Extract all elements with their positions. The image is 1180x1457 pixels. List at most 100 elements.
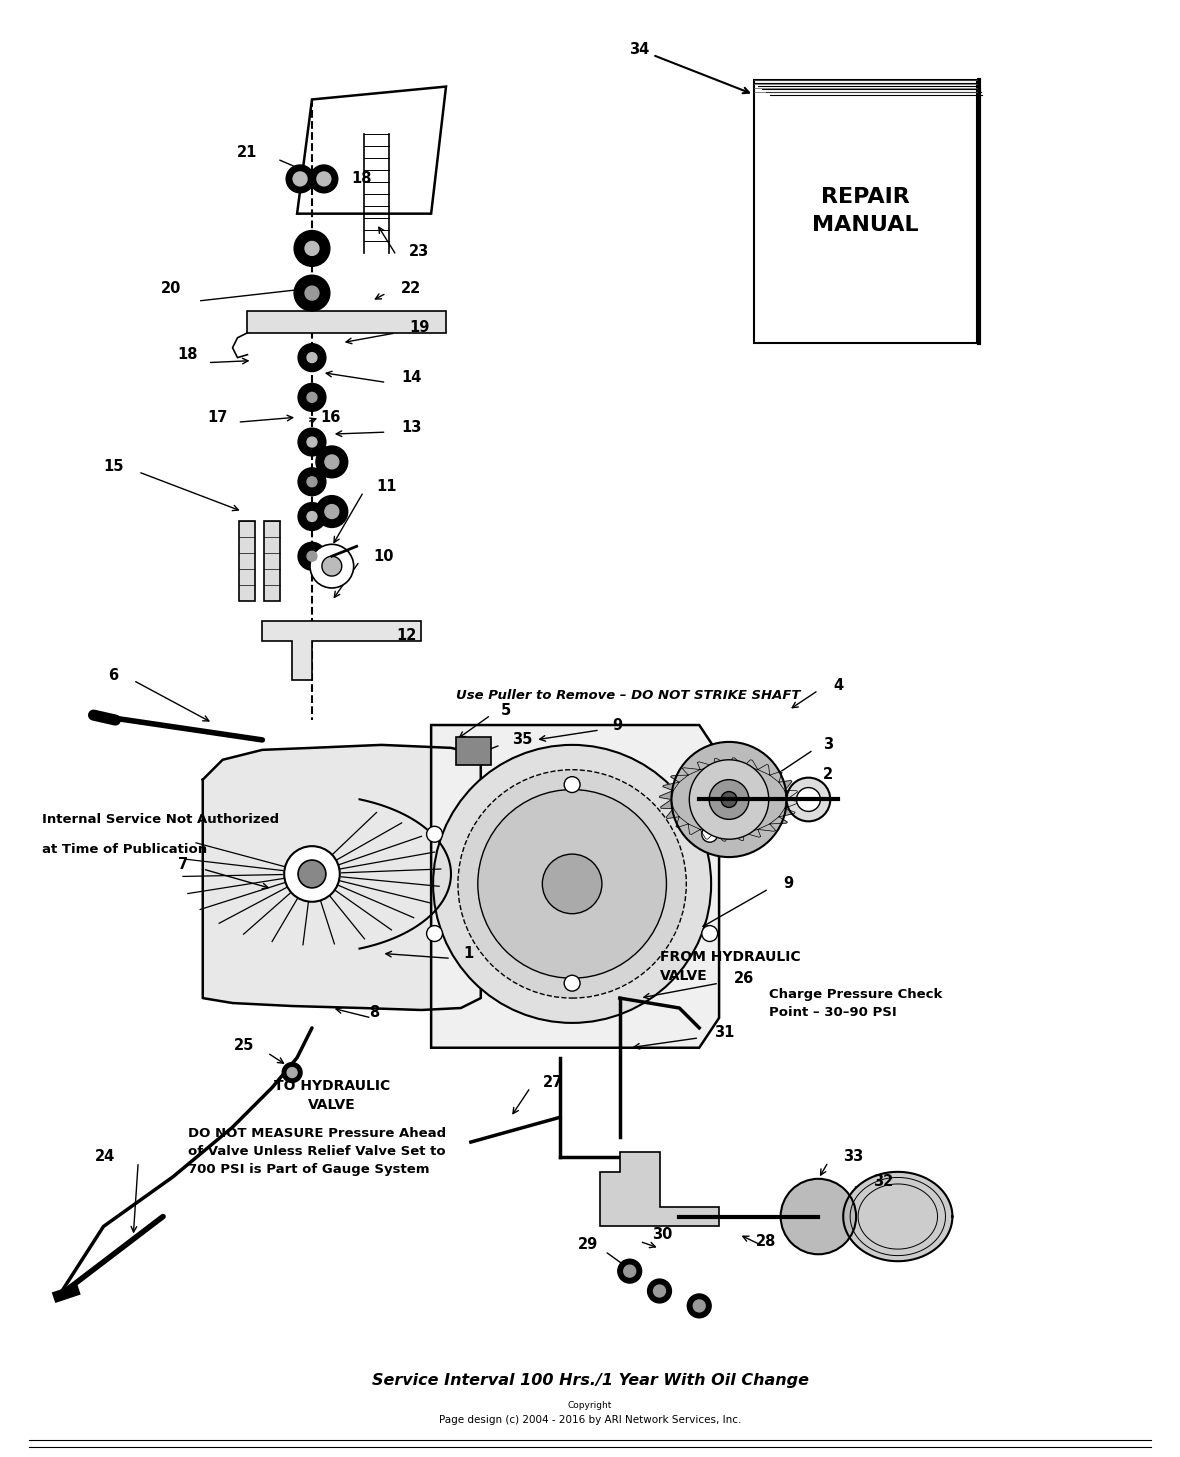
Circle shape xyxy=(299,344,326,372)
Circle shape xyxy=(307,353,317,363)
Circle shape xyxy=(427,826,442,842)
Text: 12: 12 xyxy=(396,628,417,643)
Text: 26: 26 xyxy=(734,970,754,986)
Circle shape xyxy=(694,1300,706,1311)
Polygon shape xyxy=(599,1152,719,1227)
Polygon shape xyxy=(758,823,775,832)
Text: 11: 11 xyxy=(376,479,396,494)
Circle shape xyxy=(307,511,317,522)
Circle shape xyxy=(702,826,717,842)
Polygon shape xyxy=(262,621,421,680)
Text: 19: 19 xyxy=(409,321,430,335)
Polygon shape xyxy=(676,817,688,828)
Polygon shape xyxy=(758,765,769,775)
Text: at Time of Publication: at Time of Publication xyxy=(42,842,206,855)
Polygon shape xyxy=(203,745,480,1010)
Polygon shape xyxy=(431,726,719,1048)
Text: 27: 27 xyxy=(543,1075,564,1090)
Text: 28: 28 xyxy=(756,1234,776,1249)
Text: 2: 2 xyxy=(824,768,833,782)
Text: 31: 31 xyxy=(714,1026,734,1040)
Polygon shape xyxy=(714,833,729,841)
Text: Service Interval 100 Hrs./1 Year With Oil Change: Service Interval 100 Hrs./1 Year With Oi… xyxy=(372,1372,808,1389)
Circle shape xyxy=(427,925,442,941)
Bar xyxy=(455,737,491,765)
Circle shape xyxy=(316,495,348,527)
Circle shape xyxy=(282,1062,302,1083)
Circle shape xyxy=(781,1179,857,1254)
Text: Use Puller to Remove – DO NOT STRIKE SHAFT: Use Puller to Remove – DO NOT STRIKE SHA… xyxy=(455,689,800,702)
Text: 4: 4 xyxy=(833,678,844,694)
Circle shape xyxy=(648,1279,671,1303)
Text: 23: 23 xyxy=(409,243,430,259)
Bar xyxy=(264,522,280,600)
Polygon shape xyxy=(667,809,680,819)
Bar xyxy=(240,522,255,600)
Circle shape xyxy=(310,165,337,192)
Circle shape xyxy=(293,172,307,186)
Circle shape xyxy=(702,925,717,941)
Polygon shape xyxy=(697,762,714,769)
Text: 18: 18 xyxy=(177,347,198,363)
Polygon shape xyxy=(714,759,729,766)
Circle shape xyxy=(287,1068,297,1078)
Circle shape xyxy=(304,242,319,255)
Text: REPAIR
MANUAL: REPAIR MANUAL xyxy=(812,186,919,235)
Polygon shape xyxy=(743,829,761,838)
Circle shape xyxy=(324,504,339,519)
Polygon shape xyxy=(660,791,674,800)
Text: 3: 3 xyxy=(824,737,833,752)
Polygon shape xyxy=(670,775,688,782)
Circle shape xyxy=(299,383,326,411)
Circle shape xyxy=(689,759,768,839)
Circle shape xyxy=(654,1285,666,1297)
Polygon shape xyxy=(743,759,758,769)
Polygon shape xyxy=(700,829,714,839)
Text: 30: 30 xyxy=(653,1227,673,1241)
Text: 25: 25 xyxy=(234,1039,255,1053)
Polygon shape xyxy=(779,809,795,817)
Polygon shape xyxy=(661,800,674,809)
Circle shape xyxy=(478,790,667,978)
Text: 34: 34 xyxy=(629,42,749,93)
Circle shape xyxy=(564,777,581,793)
Circle shape xyxy=(304,286,319,300)
Circle shape xyxy=(322,557,342,576)
Circle shape xyxy=(299,428,326,456)
Circle shape xyxy=(564,975,581,991)
Circle shape xyxy=(307,476,317,487)
Text: 17: 17 xyxy=(208,409,228,424)
Text: 14: 14 xyxy=(401,370,421,385)
Text: 10: 10 xyxy=(374,549,394,564)
Text: 22: 22 xyxy=(401,281,421,296)
Polygon shape xyxy=(663,782,680,791)
Text: 8: 8 xyxy=(369,1005,380,1020)
Text: 9: 9 xyxy=(612,717,622,733)
Polygon shape xyxy=(785,800,799,809)
Circle shape xyxy=(543,854,602,914)
Text: 20: 20 xyxy=(160,281,181,296)
Circle shape xyxy=(299,468,326,495)
Polygon shape xyxy=(844,1171,952,1262)
Text: 5: 5 xyxy=(500,702,511,718)
Circle shape xyxy=(709,779,749,819)
Text: Copyright: Copyright xyxy=(568,1400,612,1410)
Bar xyxy=(754,80,977,342)
Text: 24: 24 xyxy=(96,1150,116,1164)
Text: 32: 32 xyxy=(873,1174,893,1189)
Polygon shape xyxy=(682,768,700,775)
Text: 18: 18 xyxy=(352,172,372,186)
Text: 35: 35 xyxy=(512,733,533,747)
Circle shape xyxy=(796,788,820,812)
Text: Charge Pressure Check
Point – 30–90 PSI: Charge Pressure Check Point – 30–90 PSI xyxy=(768,988,942,1018)
Text: TO HYDRAULIC
VALVE: TO HYDRAULIC VALVE xyxy=(274,1078,389,1112)
Polygon shape xyxy=(729,833,743,841)
Polygon shape xyxy=(297,86,446,214)
Text: FROM HYDRAULIC
VALVE: FROM HYDRAULIC VALVE xyxy=(660,950,800,983)
Polygon shape xyxy=(769,772,782,782)
Circle shape xyxy=(294,230,330,267)
Circle shape xyxy=(324,455,339,469)
Circle shape xyxy=(787,778,831,822)
Circle shape xyxy=(618,1259,642,1284)
Circle shape xyxy=(624,1265,636,1278)
